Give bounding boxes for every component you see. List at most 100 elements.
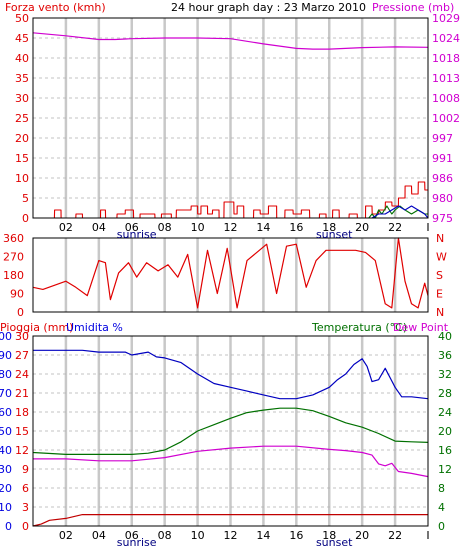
- gust-line: [33, 205, 428, 219]
- humidity-tick-label: 100: [0, 330, 12, 343]
- grid-layer: [33, 18, 428, 526]
- wind-tick-label: 0: [22, 212, 29, 225]
- sunrise-label: sunrise: [117, 536, 157, 549]
- temperature-tick-label: 16: [438, 444, 452, 457]
- temperature-tick-label: 4: [438, 501, 445, 514]
- x-tick-label: 10: [191, 529, 205, 542]
- x-tick-label: 22: [388, 529, 402, 542]
- humidity-tick-label: 10: [0, 501, 12, 514]
- direction-tick-label: 360: [3, 232, 24, 245]
- frames-layer: [32, 17, 429, 527]
- left-temperature-tick-label: 12: [15, 444, 29, 457]
- rain-line: [32, 513, 428, 527]
- rain-axis-label: Pioggia (mm): [0, 321, 73, 334]
- compass-tick-label: N: [436, 306, 444, 319]
- x-tick-label: 06: [125, 221, 139, 234]
- wind-tick-label: 25: [15, 112, 29, 125]
- temperature-tick-label: 8: [438, 482, 445, 495]
- x-tick-label: 06: [125, 529, 139, 542]
- wind_blue-line: [362, 205, 429, 219]
- humidity-tick-label: 0: [5, 520, 12, 533]
- pressure-tick-label: 997: [432, 132, 453, 145]
- temperature-tick-label: 20: [438, 425, 452, 438]
- humidity-tick-label: 60: [0, 406, 12, 419]
- wind-tick-label: 45: [15, 32, 29, 45]
- panel-frame: [32, 17, 429, 219]
- compass-tick-label: S: [436, 269, 443, 282]
- x-tick-label: 16: [289, 529, 303, 542]
- sunset-label: sunset: [316, 536, 353, 549]
- wind-tick-label: 20: [15, 132, 29, 145]
- humidity-tick-label: 50: [0, 425, 12, 438]
- temperature-line: [32, 407, 429, 455]
- x-tick-label: 22: [388, 221, 402, 234]
- dewpoint-axis-label: Dew Point: [393, 321, 449, 334]
- wind-tick-label: 50: [15, 12, 29, 25]
- x-tick-label: I: [426, 221, 429, 234]
- x-tick-label: 04: [92, 221, 106, 234]
- pressure-tick-label: 991: [432, 152, 453, 165]
- pressure-tick-label: 1024: [432, 32, 460, 45]
- humidity-tick-label: 20: [0, 482, 12, 495]
- axes-layer: 0510152025303540455097598098699199710021…: [0, 12, 460, 549]
- temperature-tick-label: 0: [438, 520, 445, 533]
- wind-tick-label: 5: [22, 192, 29, 205]
- x-tick-label: 12: [224, 529, 238, 542]
- series-layer: [32, 32, 429, 527]
- left-temperature-tick-label: 6: [22, 482, 29, 495]
- pressure-tick-label: 975: [432, 212, 453, 225]
- x-tick-label: 20: [355, 221, 369, 234]
- pressure-tick-label: 980: [432, 192, 453, 205]
- wind-tick-label: 40: [15, 52, 29, 65]
- sunset-label: sunset: [316, 228, 353, 241]
- direction-line: [32, 237, 429, 309]
- dewpoint-line: [33, 445, 429, 478]
- left-temperature-tick-label: 27: [15, 349, 29, 362]
- x-tick-label: 18: [322, 221, 336, 234]
- wind-tick-label: 35: [15, 72, 29, 85]
- compass-tick-label: W: [436, 251, 447, 264]
- humidity-axis-label: Umidita %: [66, 321, 123, 334]
- x-tick-label: 18: [322, 529, 336, 542]
- x-tick-label: 08: [158, 529, 172, 542]
- temperature-axis-label: Temperatura (°C): [311, 321, 407, 334]
- panel-frame: [32, 237, 429, 313]
- x-tick-label: 20: [355, 529, 369, 542]
- panel-frame: [32, 335, 429, 527]
- compass-tick-label: N: [436, 232, 444, 245]
- humidity-tick-label: 40: [0, 444, 12, 457]
- left-temperature-tick-label: 0: [22, 520, 29, 533]
- left-temperature-tick-label: 3: [22, 501, 29, 514]
- temperature-tick-label: 28: [438, 387, 452, 400]
- sunrise-label: sunrise: [117, 228, 157, 241]
- chart-title: 24 hour graph day : 23 Marzo 2010: [171, 1, 366, 14]
- direction-tick-label: 270: [3, 251, 24, 264]
- pressure-line: [32, 32, 429, 50]
- pressure-tick-label: 1002: [432, 112, 460, 125]
- left-temperature-tick-label: 18: [15, 406, 29, 419]
- x-tick-label: 16: [289, 221, 303, 234]
- wind-tick-label: 10: [15, 172, 29, 185]
- x-tick-label: 10: [191, 221, 205, 234]
- humidity-line: [33, 349, 429, 400]
- temperature-tick-label: 32: [438, 368, 452, 381]
- temperature-tick-label: 36: [438, 349, 452, 362]
- compass-tick-label: E: [436, 288, 443, 301]
- x-tick-label: 14: [256, 529, 270, 542]
- left-temperature-tick-label: 9: [22, 463, 29, 476]
- x-tick-label: 02: [59, 529, 73, 542]
- pressure-tick-label: 1029: [432, 12, 460, 25]
- left-temperature-tick-label: 15: [15, 425, 29, 438]
- wind-tick-label: 15: [15, 152, 29, 165]
- pressure-tick-label: 1008: [432, 92, 460, 105]
- temperature-tick-label: 12: [438, 463, 452, 476]
- humidity-tick-label: 90: [0, 349, 12, 362]
- x-tick-label: 08: [158, 221, 172, 234]
- x-tick-label: 14: [256, 221, 270, 234]
- temperature-tick-label: 24: [438, 406, 452, 419]
- x-tick-label: 02: [59, 221, 73, 234]
- x-tick-label: I: [426, 529, 429, 542]
- x-tick-label: 12: [224, 221, 238, 234]
- humidity-tick-label: 30: [0, 463, 12, 476]
